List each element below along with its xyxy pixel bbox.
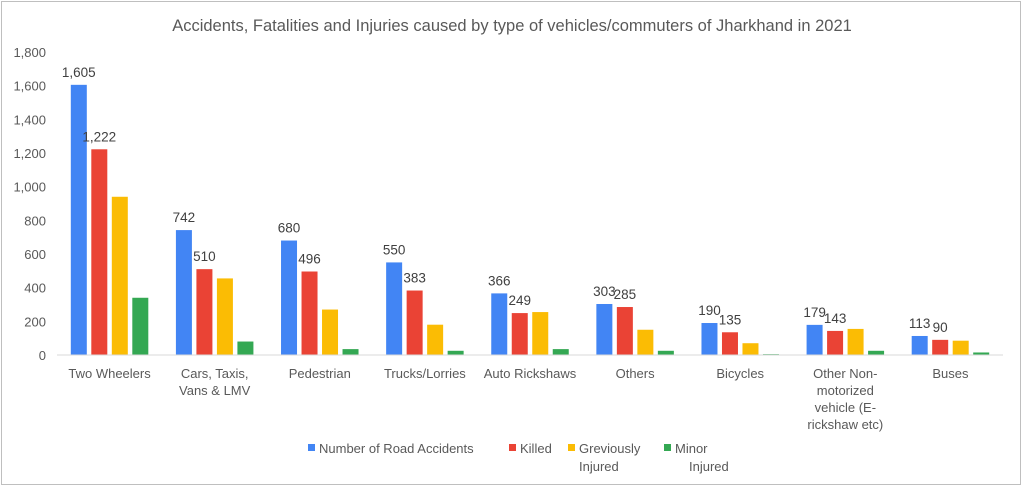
x-tick-label: Others — [616, 366, 656, 381]
bar — [932, 339, 949, 355]
bar — [952, 340, 969, 355]
x-tick-label: Other Non- — [813, 366, 877, 381]
y-tick-label: 1,200 — [13, 146, 46, 161]
bar — [511, 313, 528, 355]
bar — [806, 324, 823, 355]
y-tick-label: 400 — [24, 281, 46, 296]
y-axis: 0 200 400 600 800 1,000 1,200 1,400 1,600 1,800 — [13, 45, 46, 363]
y-tick-label: 1,600 — [13, 79, 46, 94]
bar — [827, 330, 844, 355]
bar — [552, 349, 569, 355]
x-tick-label: Bicycles — [716, 366, 764, 381]
data-label: 496 — [298, 252, 321, 267]
data-label: 90 — [933, 320, 948, 335]
x-tick-label: vehicle (E- — [815, 400, 876, 415]
x-tick-label: Trucks/Lorries — [384, 366, 466, 381]
data-label: 113 — [909, 316, 931, 331]
bar — [196, 269, 213, 355]
bar — [216, 278, 233, 355]
legend-label: Number of Road Accidents — [319, 441, 474, 456]
bar — [491, 293, 508, 355]
bar — [386, 262, 403, 355]
legend-label: Minor — [675, 441, 708, 456]
bars — [70, 84, 990, 355]
bar — [301, 271, 318, 355]
legend-swatch — [308, 444, 315, 451]
data-label: 1,222 — [82, 129, 116, 144]
bar — [70, 84, 87, 355]
data-label: 303 — [593, 284, 616, 299]
data-label: 510 — [193, 249, 216, 264]
bar — [342, 349, 359, 355]
x-tick-label: Auto Rickshaws — [484, 366, 577, 381]
y-tick-label: 0 — [39, 348, 46, 363]
y-tick-label: 1,800 — [13, 45, 46, 60]
bar — [427, 324, 444, 355]
chart-title: Accidents, Fatalities and Injuries cause… — [172, 17, 852, 35]
bar — [868, 350, 885, 355]
data-label: 143 — [824, 311, 847, 326]
legend-swatch — [568, 444, 575, 451]
legend-label: Greviously — [579, 441, 641, 456]
bar — [596, 303, 613, 355]
legend-swatch — [509, 444, 516, 451]
y-tick-label: 1,400 — [13, 112, 46, 127]
bar — [132, 297, 149, 355]
data-label: 550 — [383, 242, 406, 257]
data-label: 1,605 — [62, 65, 96, 80]
data-label: 680 — [278, 221, 301, 236]
data-labels: 1,605 742 680 550 366 303 190 179 113 1,222 510 496… — [62, 65, 948, 335]
x-tick-label: Two Wheelers — [68, 366, 151, 381]
legend-label: Injured — [689, 459, 729, 474]
data-label: 285 — [614, 287, 637, 302]
bar — [847, 328, 864, 355]
legend-label: Killed — [520, 441, 552, 456]
y-tick-label: 200 — [24, 314, 46, 329]
y-tick-label: 600 — [24, 247, 46, 262]
bar — [322, 309, 339, 355]
data-label: 190 — [698, 303, 721, 318]
x-tick-label: rickshaw etc) — [807, 417, 883, 432]
bar — [111, 196, 128, 355]
data-label: 383 — [403, 271, 426, 286]
bar — [532, 312, 549, 355]
data-label: 135 — [719, 312, 742, 327]
bar — [91, 149, 108, 355]
bar — [973, 352, 990, 355]
bar — [406, 290, 423, 355]
bar — [911, 335, 928, 355]
data-label: 179 — [803, 305, 826, 320]
data-label: 249 — [508, 293, 531, 308]
legend-label: Injured — [579, 459, 619, 474]
bar — [637, 329, 654, 355]
y-tick-label: 800 — [24, 213, 46, 228]
bar — [742, 343, 759, 355]
bar — [721, 332, 738, 355]
legend: Number of Road Accidents Killed Greviously… — [308, 441, 729, 474]
x-tick-label: Cars, Taxis, — [181, 366, 249, 381]
x-tick-label: Pedestrian — [289, 366, 351, 381]
bar — [175, 230, 192, 355]
x-tick-label: motorized — [817, 383, 874, 398]
bar — [657, 350, 674, 355]
data-label: 366 — [488, 273, 511, 288]
bar — [447, 350, 464, 355]
bar — [281, 240, 298, 355]
legend-swatch — [664, 444, 671, 451]
x-axis: Two Wheelers Cars, Taxis, Vans & LMV Pedest… — [57, 354, 1003, 432]
bar — [701, 323, 718, 355]
x-tick-label: Vans & LMV — [179, 383, 251, 398]
x-tick-label: Buses — [932, 366, 969, 381]
bar — [237, 341, 254, 355]
data-label: 742 — [173, 210, 196, 225]
y-tick-label: 1,000 — [13, 180, 46, 195]
bar — [616, 307, 633, 355]
